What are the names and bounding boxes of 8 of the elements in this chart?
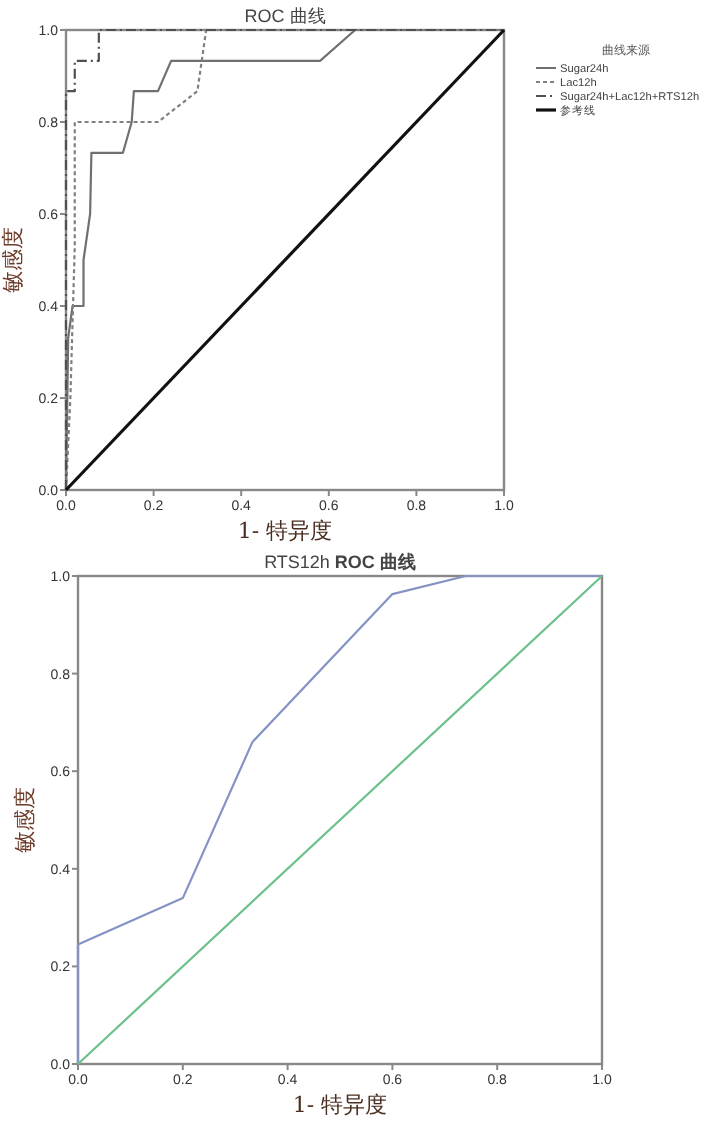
line-series: [64, 28, 506, 492]
y-axis-title: 敏感度: [12, 787, 38, 853]
y-axis-title: 敏感度: [0, 227, 26, 293]
x-axis-title: 1- 特异度: [237, 518, 333, 544]
chart-title: RTS12h ROC 曲线: [264, 552, 416, 572]
chart-title: ROC 曲线: [244, 6, 326, 26]
line-series: [76, 574, 604, 1066]
x-axis-title: 1- 特异度: [292, 1092, 388, 1118]
